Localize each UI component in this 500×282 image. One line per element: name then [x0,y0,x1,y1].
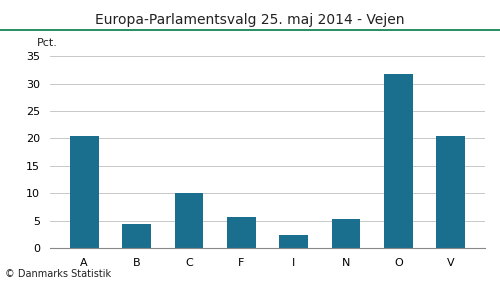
Text: © Danmarks Statistik: © Danmarks Statistik [5,269,111,279]
Bar [122,224,151,248]
Bar [384,74,413,248]
Bar [70,136,98,248]
Bar [227,217,256,248]
Text: Europa-Parlamentsvalg 25. maj 2014 - Vejen: Europa-Parlamentsvalg 25. maj 2014 - Vej… [95,13,405,27]
Bar [280,235,308,248]
Bar [436,136,465,248]
Text: Pct.: Pct. [37,38,58,48]
Bar [174,193,204,248]
Bar [332,219,360,248]
